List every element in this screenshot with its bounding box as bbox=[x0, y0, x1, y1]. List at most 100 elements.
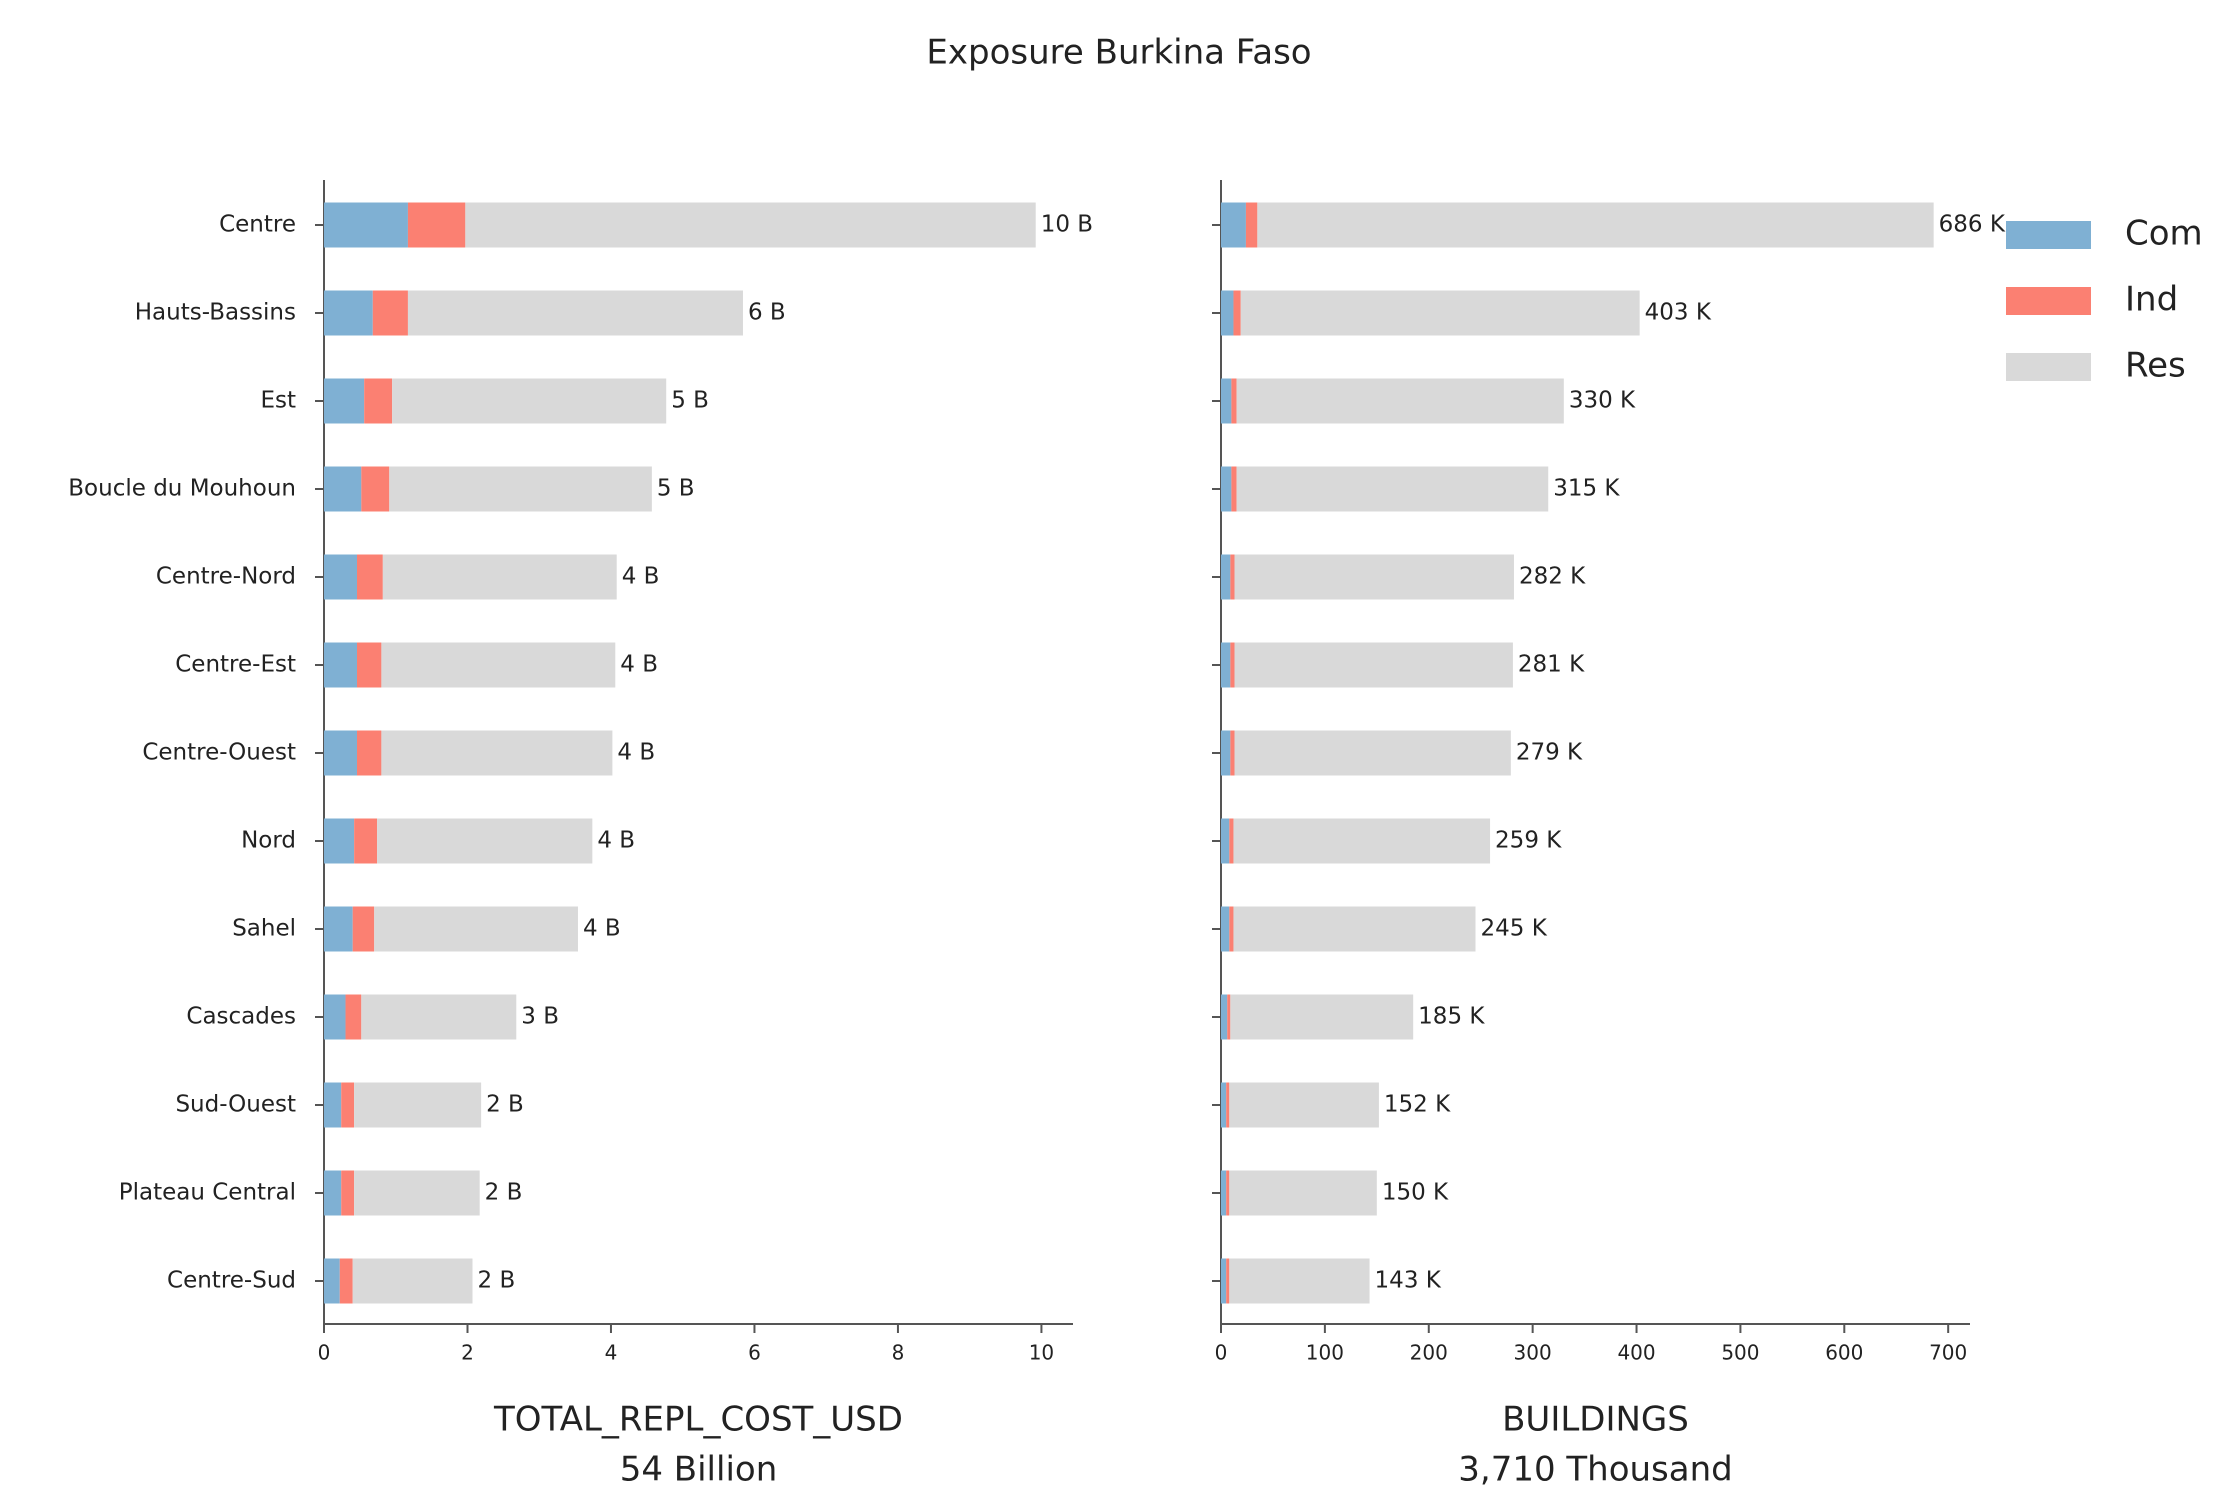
value-label: 282 K bbox=[1519, 564, 1586, 590]
value-label: 315 K bbox=[1553, 476, 1620, 502]
bar-segment bbox=[1221, 730, 1231, 776]
y-tick-label: Nord bbox=[241, 828, 296, 854]
bar-segment bbox=[354, 1082, 482, 1128]
bar-segment bbox=[1226, 1258, 1230, 1304]
legend-label: Com bbox=[2125, 214, 2203, 254]
legend-swatch bbox=[2006, 287, 2091, 315]
y-tick-label: Centre-Ouest bbox=[142, 740, 296, 766]
figure-title: Exposure Burkina Faso bbox=[926, 33, 1311, 73]
x-tick-label: 400 bbox=[1617, 1341, 1655, 1365]
bar-segment bbox=[354, 1170, 480, 1216]
bar-segment bbox=[1221, 1082, 1227, 1128]
x-tick-label: 600 bbox=[1825, 1341, 1863, 1365]
y-tick-label: Boucle du Mouhoun bbox=[68, 476, 296, 502]
bar-segment bbox=[1221, 554, 1231, 600]
bar-segment bbox=[324, 730, 358, 776]
bar-segment bbox=[1231, 378, 1237, 424]
y-tick-label: Hauts-Bassins bbox=[135, 300, 296, 326]
bar-segment bbox=[381, 642, 616, 688]
bar-segment bbox=[1226, 1082, 1230, 1128]
bar-segment bbox=[1234, 730, 1511, 776]
value-label: 281 K bbox=[1518, 652, 1585, 678]
x-tick-label: 100 bbox=[1306, 1341, 1344, 1365]
bar-segment bbox=[392, 378, 667, 424]
bar-segment bbox=[372, 290, 408, 336]
value-label: 4 B bbox=[597, 828, 635, 854]
bar-segment bbox=[324, 466, 362, 512]
bar-segment bbox=[324, 1170, 342, 1216]
bar-segment bbox=[324, 290, 373, 336]
value-label: 150 K bbox=[1382, 1180, 1449, 1206]
bar-segment bbox=[361, 994, 517, 1040]
bar-segment bbox=[1221, 290, 1234, 336]
value-label: 3 B bbox=[521, 1004, 559, 1030]
value-label: 259 K bbox=[1495, 828, 1562, 854]
y-tick-label: Sud-Ouest bbox=[175, 1092, 296, 1118]
x-tick-label: 0 bbox=[1215, 1341, 1228, 1365]
bar-segment bbox=[1221, 378, 1232, 424]
bar-segment bbox=[1221, 642, 1231, 688]
bar-segment bbox=[389, 466, 652, 512]
bar-segment bbox=[345, 994, 362, 1040]
bar-segment bbox=[361, 466, 390, 512]
value-label: 4 B bbox=[617, 740, 655, 766]
value-label: 152 K bbox=[1384, 1092, 1451, 1118]
value-label: 5 B bbox=[671, 388, 709, 414]
bar-segment bbox=[339, 1258, 353, 1304]
bar-segment bbox=[1257, 202, 1934, 248]
y-tick-label: Centre bbox=[219, 212, 296, 238]
value-label: 5 B bbox=[657, 476, 695, 502]
value-label: 330 K bbox=[1569, 388, 1636, 414]
x-tick-label: 0 bbox=[318, 1341, 331, 1365]
x-tick-label: 6 bbox=[748, 1341, 761, 1365]
bar-segment bbox=[407, 202, 466, 248]
bar-segment bbox=[374, 906, 578, 952]
value-label: 143 K bbox=[1375, 1268, 1442, 1294]
y-tick-label: Est bbox=[260, 388, 296, 414]
bar-segment bbox=[1231, 466, 1237, 512]
bar-segment bbox=[1230, 554, 1235, 600]
bar-segment bbox=[357, 642, 382, 688]
bar-segment bbox=[1236, 466, 1549, 512]
bar-segment bbox=[341, 1082, 355, 1128]
bar-segment bbox=[1230, 994, 1414, 1040]
bar-segment bbox=[364, 378, 393, 424]
value-label: 4 B bbox=[622, 564, 660, 590]
bar-segment bbox=[465, 202, 1036, 248]
y-tick-label: Sahel bbox=[232, 916, 296, 942]
bar-segment bbox=[324, 1258, 340, 1304]
bar-segment bbox=[1230, 730, 1235, 776]
legend-swatch bbox=[2006, 353, 2091, 381]
bar-segment bbox=[1233, 906, 1476, 952]
bar-segment bbox=[1221, 818, 1230, 864]
bar-segment bbox=[1234, 642, 1513, 688]
x-tick-label: 8 bbox=[892, 1341, 905, 1365]
value-label: 2 B bbox=[486, 1092, 524, 1118]
x-tick-label: 700 bbox=[1929, 1341, 1967, 1365]
bar-segment bbox=[1221, 1258, 1227, 1304]
value-label: 185 K bbox=[1418, 1004, 1485, 1030]
bar-segment bbox=[352, 1258, 473, 1304]
bar-segment bbox=[324, 642, 358, 688]
value-label: 403 K bbox=[1645, 300, 1712, 326]
y-tick-label: Centre-Sud bbox=[167, 1268, 296, 1294]
bar-segment bbox=[381, 730, 613, 776]
bar-segment bbox=[1221, 906, 1230, 952]
y-tick-label: Cascades bbox=[186, 1004, 296, 1030]
bar-segment bbox=[1229, 818, 1234, 864]
bar-segment bbox=[341, 1170, 355, 1216]
legend-label: Ind bbox=[2125, 280, 2178, 320]
bar-segment bbox=[354, 818, 378, 864]
x-tick-label: 2 bbox=[461, 1341, 474, 1365]
y-tick-label: Centre-Nord bbox=[156, 564, 296, 590]
bar-segment bbox=[1229, 1258, 1370, 1304]
bar-segment bbox=[352, 906, 375, 952]
bar-segment bbox=[1221, 994, 1228, 1040]
value-label: 2 B bbox=[485, 1180, 523, 1206]
x-axis-label: BUILDINGS bbox=[1502, 1400, 1689, 1440]
bar-segment bbox=[357, 730, 382, 776]
x-tick-label: 200 bbox=[1410, 1341, 1448, 1365]
bar-segment bbox=[324, 994, 346, 1040]
bar-segment bbox=[1221, 466, 1232, 512]
